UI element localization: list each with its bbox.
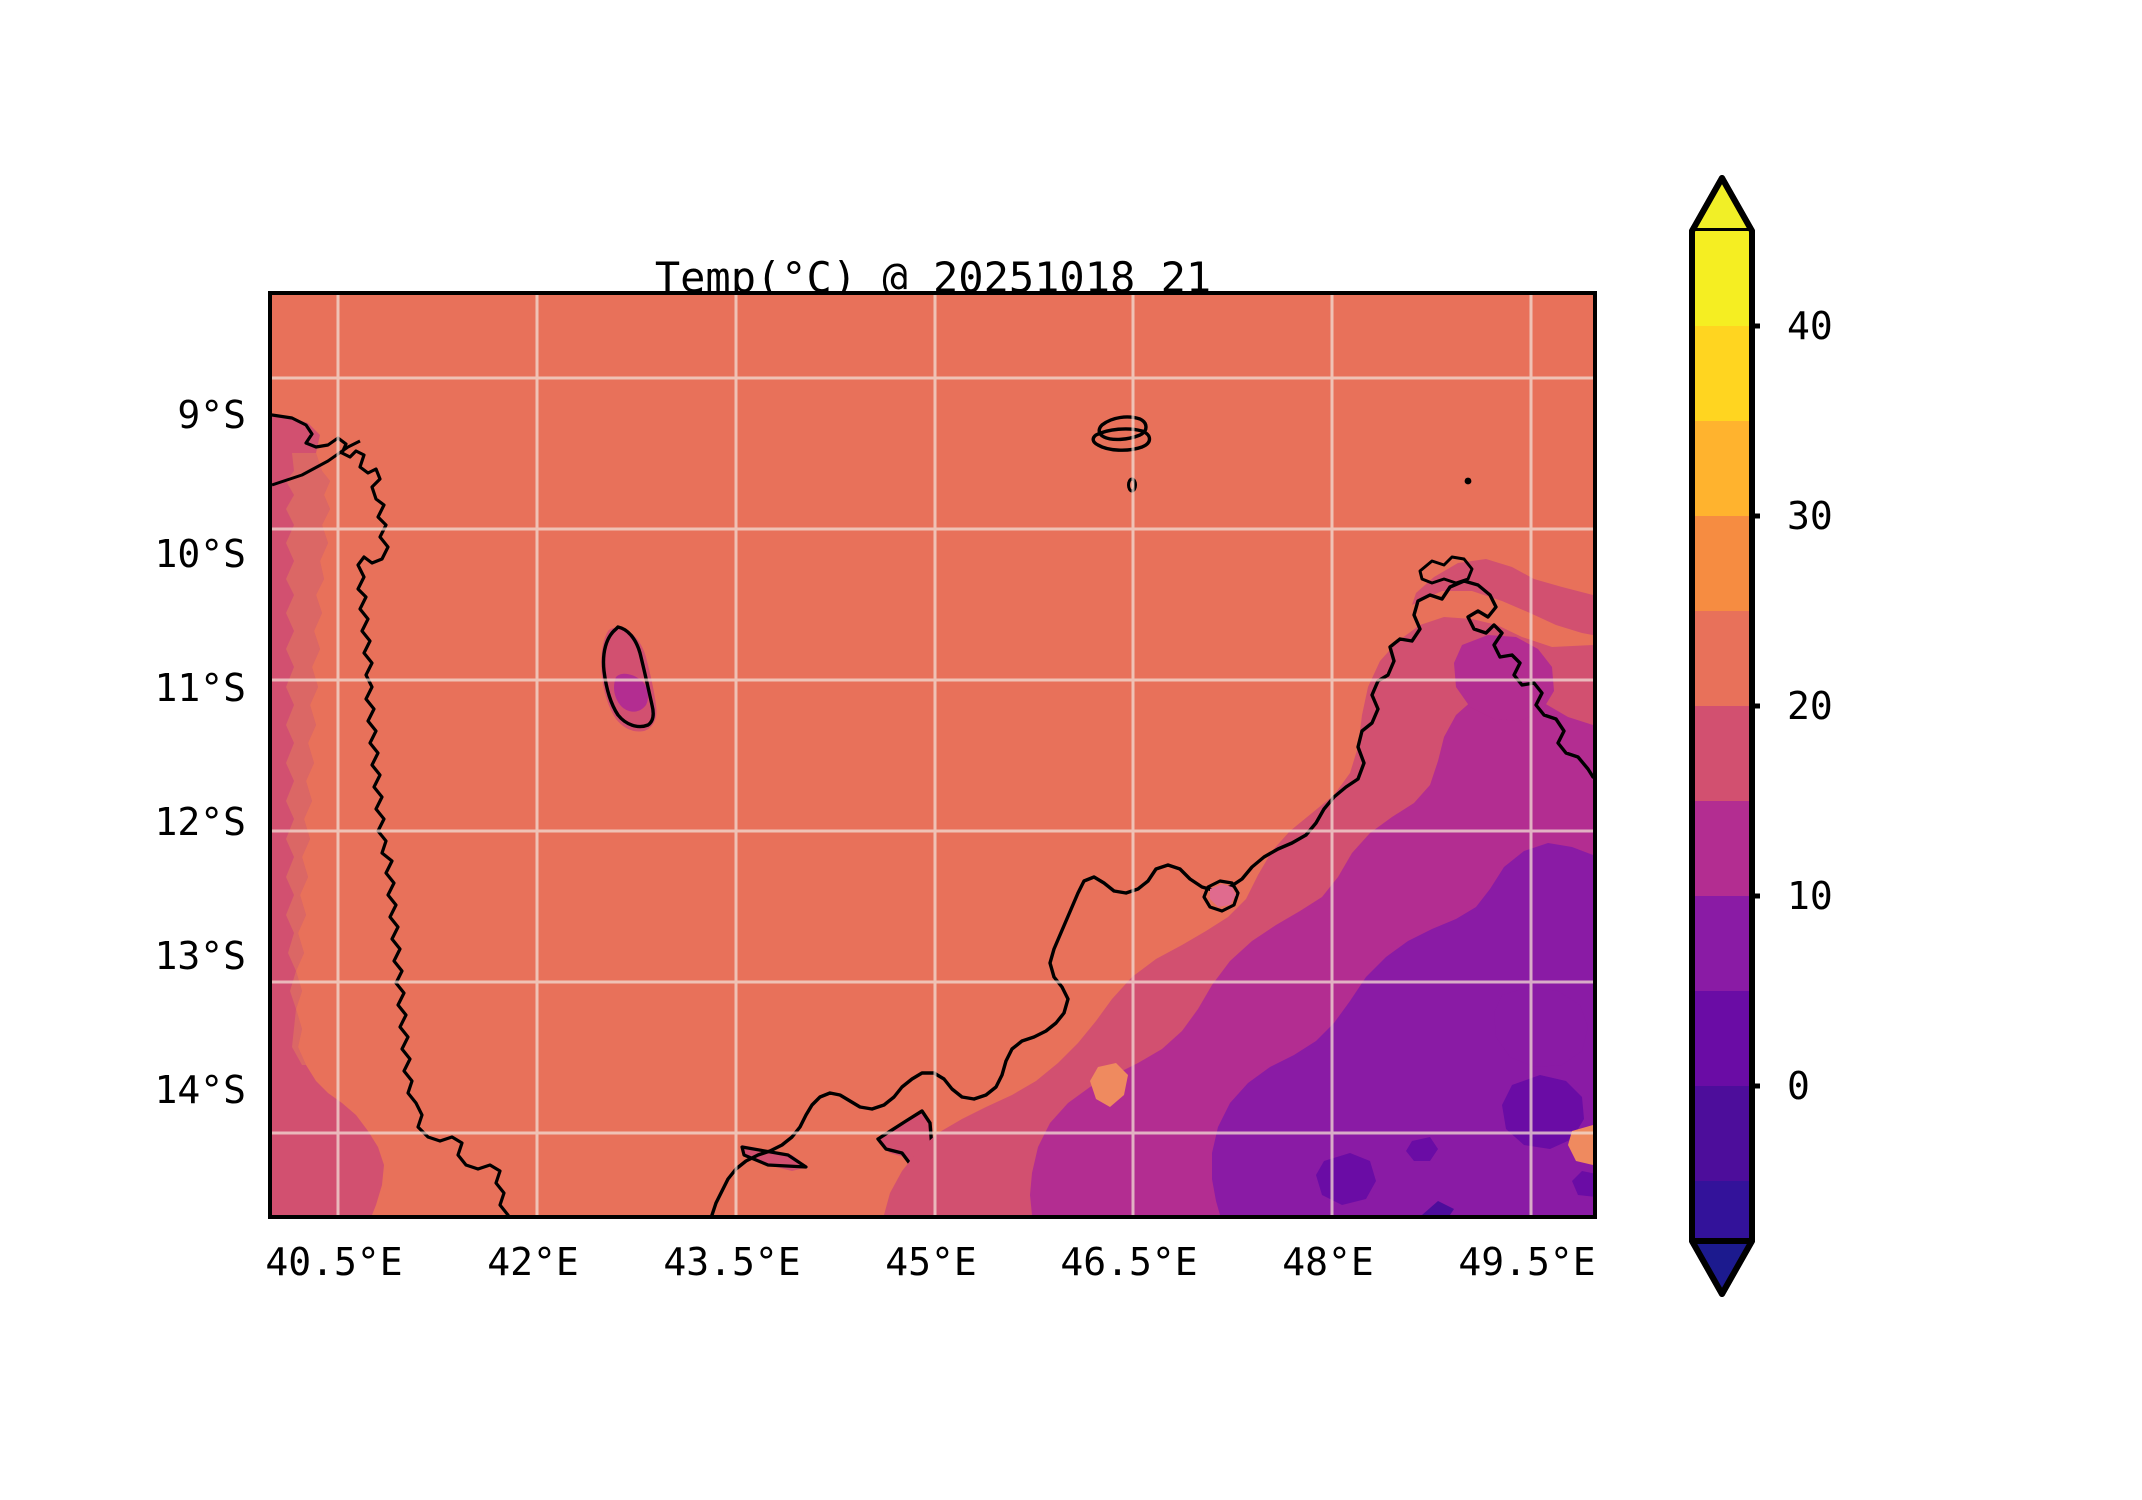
xtick-label-40.5E: 40.5°E xyxy=(265,1240,403,1284)
colorbar-band-30-35 xyxy=(1692,421,1752,516)
small-islet-east xyxy=(1464,477,1472,485)
ytick-label-12S: 12°S xyxy=(154,800,246,844)
colorbar-band-5-10 xyxy=(1692,896,1752,991)
colorbar-band-35-40 xyxy=(1692,326,1752,421)
moheli-band-20-25 xyxy=(742,1145,808,1171)
madagascar-summit-patch-b xyxy=(1406,1137,1438,1161)
colorbar-tick-label-40: 40 xyxy=(1787,304,1833,348)
colorbar-band-40-45 xyxy=(1692,231,1752,326)
temperature-map xyxy=(272,295,1593,1215)
madagascar-north-tip-detail xyxy=(1418,555,1474,585)
colorbar-band-15-20 xyxy=(1692,706,1752,801)
ytick-label-9S: 9°S xyxy=(177,393,246,437)
colorbar-tick-label-20: 20 xyxy=(1787,684,1833,728)
africa-inland-border xyxy=(272,439,361,487)
africa-coast-warm-sliver xyxy=(286,453,330,1065)
colorbar-tick-label-30: 30 xyxy=(1787,494,1833,538)
colorbar-band-lower xyxy=(1692,1181,1752,1241)
ytick-label-10S: 10°S xyxy=(154,532,246,576)
madagascar-coastline xyxy=(710,579,1593,1215)
colorbar-band-10-15 xyxy=(1692,801,1752,896)
colorbar-band-20-25 xyxy=(1692,611,1752,706)
madagascar-north-halo xyxy=(1412,559,1593,635)
map-axes[interactable] xyxy=(268,291,1597,1219)
colorbar-ticks xyxy=(1752,323,1760,1089)
madagascar-summit-patch-c xyxy=(1572,1171,1593,1197)
ytick-label-14S: 14°S xyxy=(154,1068,246,1112)
grande-comore-band-15-20 xyxy=(614,673,649,712)
colorbar-band-0-5 xyxy=(1692,991,1752,1086)
madagascar-east-warm-pocket xyxy=(1568,1125,1593,1165)
colorbar-tick-label-0: 0 xyxy=(1787,1064,1810,1108)
africa-coastline xyxy=(272,413,510,1215)
colorbar[interactable] xyxy=(1688,170,1760,1340)
map-gridlines xyxy=(272,295,1593,1215)
nosy-be-fill xyxy=(1210,884,1236,907)
xtick-label-42E: 42°E xyxy=(487,1240,579,1284)
ytick-label-11S: 11°S xyxy=(154,666,246,710)
xtick-label-49.5E: 49.5°E xyxy=(1458,1240,1596,1284)
colorbar-under-extend xyxy=(1689,1238,1755,1297)
glorioso-atoll-2 xyxy=(1091,427,1152,452)
madagascar-ne-pocket-15-20 xyxy=(1454,635,1554,721)
madagascar-band-10-15 xyxy=(1212,843,1593,1215)
nosy-be-coastline xyxy=(1202,879,1240,913)
colorbar-outline xyxy=(1689,175,1755,1297)
colorbar-tick-label-10: 10 xyxy=(1787,874,1833,918)
colorbar-band-m5-0 xyxy=(1692,1086,1752,1181)
madagascar-coastal-warm-pocket xyxy=(1090,1063,1128,1107)
xtick-label-43.5E: 43.5°E xyxy=(663,1240,801,1284)
madagascar-highland-lobe-10-15 xyxy=(1494,987,1588,1067)
xtick-label-46.5E: 46.5°E xyxy=(1060,1240,1198,1284)
colorbar-over-extend xyxy=(1689,175,1755,234)
xtick-label-45E: 45°E xyxy=(885,1240,977,1284)
colorbar-svg xyxy=(1689,175,1760,1297)
moheli-coastline xyxy=(740,1145,808,1169)
colorbar-band-25-30 xyxy=(1692,516,1752,611)
madagascar-cold-speck-1 xyxy=(1422,1201,1454,1215)
madagascar-cold-speck-2 xyxy=(1540,1103,1560,1121)
ytick-label-13S: 13°S xyxy=(154,934,246,978)
xtick-label-48E: 48°E xyxy=(1282,1240,1374,1284)
grande-comore-coastline xyxy=(601,625,655,729)
